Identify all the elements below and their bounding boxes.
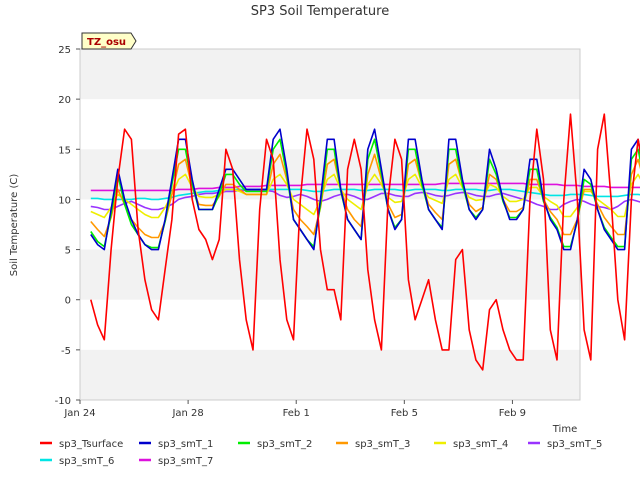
legend-label: sp3_smT_1: [158, 439, 213, 450]
series-line-sp3_smT_5: [90, 189, 640, 211]
y-tick-label: 25: [58, 45, 71, 56]
legend-label: sp3_smT_6: [59, 456, 114, 467]
series-line-sp3_Tsurface: [90, 113, 640, 371]
legend-label: sp3_smT_5: [547, 439, 602, 450]
x-tick-label: Feb 9: [499, 408, 526, 419]
y-axis-label: Soil Temperature (C): [9, 174, 20, 277]
grid-band: [80, 249, 580, 300]
y-tick-label: 5: [65, 246, 71, 257]
legend-label: sp3_smT_3: [355, 439, 410, 450]
x-axis-label: Time: [552, 424, 577, 435]
y-tick-label: 20: [58, 95, 71, 106]
grid-band: [80, 149, 580, 200]
y-tick-label: 10: [58, 195, 71, 206]
x-tick-label: Jan 24: [63, 408, 95, 419]
annotation-box: TZ_osu: [81, 32, 137, 50]
series-lines: [90, 113, 640, 371]
grid-band: [80, 349, 580, 400]
series-line-sp3_smT_1: [90, 128, 640, 251]
x-axis: Jan 24 Jan 28 Feb 1 Feb 5 Feb 9: [63, 400, 526, 419]
y-tick-label: 15: [58, 145, 71, 156]
plot-frame: [79, 48, 581, 401]
x-tick-label: Feb 5: [391, 408, 418, 419]
y-axis: -10 -5 0 5 10 15 20 25: [55, 45, 80, 407]
legend-label: sp3_smT_4: [453, 439, 508, 450]
chart-title: SP3 Soil Temperature: [251, 4, 389, 19]
y-tick-label: 0: [65, 296, 71, 307]
legend: sp3_Tsurface sp3_smT_1 sp3_smT_2 sp3_smT_3 s…: [40, 439, 602, 467]
annotation-background: [81, 32, 137, 50]
x-tick-label: Feb 1: [283, 408, 310, 419]
plot-background: [80, 49, 580, 400]
legend-label: sp3_smT_7: [158, 456, 213, 467]
y-tick-label: -10: [55, 396, 71, 407]
x-tick-label: Jan 28: [171, 408, 203, 419]
legend-label: sp3_smT_2: [257, 439, 312, 450]
grid-band: [80, 49, 580, 100]
legend-label: sp3_Tsurface: [59, 439, 123, 450]
y-tick-label: -5: [61, 346, 71, 357]
annotation-text: TZ_osu: [87, 37, 126, 48]
